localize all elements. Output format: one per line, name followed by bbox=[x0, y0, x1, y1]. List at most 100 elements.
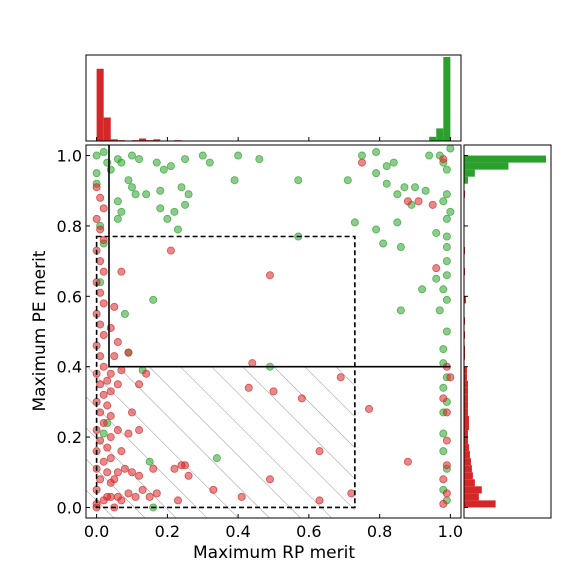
red-point bbox=[99, 362, 108, 371]
green-point bbox=[442, 190, 451, 199]
y-tick-label: 0.8 bbox=[57, 217, 82, 236]
green-point bbox=[439, 429, 448, 438]
y-tick-label: 0.6 bbox=[57, 287, 82, 306]
top-hist-bar-green bbox=[429, 136, 437, 141]
red-point bbox=[120, 464, 129, 473]
y-tick-label: 0.4 bbox=[57, 358, 82, 377]
green-point bbox=[113, 214, 122, 223]
green-point bbox=[135, 155, 144, 164]
red-point bbox=[106, 369, 115, 378]
x-tick-label: 1.0 bbox=[438, 522, 463, 541]
right-hist-bar-red bbox=[464, 408, 468, 416]
green-point bbox=[439, 345, 448, 354]
points-layer bbox=[92, 145, 455, 512]
green-point bbox=[435, 306, 444, 315]
red-point bbox=[117, 267, 126, 276]
right-hist-bar-red bbox=[464, 422, 469, 431]
red-point bbox=[110, 352, 119, 361]
y-tick-label: 0.0 bbox=[57, 498, 82, 517]
right-hist-bar-red bbox=[464, 500, 496, 508]
green-point bbox=[117, 158, 126, 167]
red-point bbox=[357, 158, 366, 167]
green-point bbox=[205, 158, 214, 167]
top-hist-bar-green bbox=[443, 57, 451, 141]
solid-threshold-box bbox=[108, 145, 451, 368]
right-hist-bar-red bbox=[464, 387, 468, 395]
green-point bbox=[170, 207, 179, 216]
right-hist-bar-green bbox=[464, 162, 509, 170]
green-point bbox=[163, 214, 172, 223]
red-point bbox=[96, 225, 105, 234]
green-point bbox=[393, 218, 402, 227]
red-point bbox=[127, 468, 136, 477]
right-hist-bar-red bbox=[464, 430, 468, 438]
red-point bbox=[347, 489, 356, 498]
green-point bbox=[181, 200, 190, 209]
red-point bbox=[96, 380, 105, 389]
red-point bbox=[96, 193, 105, 202]
x-tick-label: 0.4 bbox=[225, 522, 250, 541]
red-point bbox=[237, 492, 246, 501]
red-point bbox=[103, 443, 112, 452]
green-point bbox=[177, 183, 186, 192]
green-point bbox=[198, 151, 207, 160]
green-point bbox=[442, 165, 451, 174]
y-tick-label: 1.0 bbox=[57, 147, 82, 166]
right-hist-bar-green bbox=[464, 155, 546, 163]
top-hist-bar-red bbox=[96, 68, 104, 141]
right-hist-bar-red bbox=[464, 380, 468, 388]
red-point bbox=[145, 492, 154, 501]
green-point bbox=[442, 214, 451, 223]
green-point bbox=[382, 179, 391, 188]
green-point bbox=[439, 447, 448, 456]
top-hist-bar-green bbox=[436, 128, 444, 141]
red-point bbox=[442, 408, 451, 417]
red-point bbox=[244, 383, 253, 392]
right-hist-bar-red bbox=[464, 366, 467, 374]
green-point bbox=[372, 225, 381, 234]
red-point bbox=[184, 471, 193, 480]
green-point bbox=[396, 243, 405, 252]
red-point bbox=[117, 496, 126, 505]
green-point bbox=[418, 285, 427, 294]
red-point bbox=[152, 489, 161, 498]
green-point bbox=[294, 176, 303, 185]
right-hist-bar-red bbox=[464, 465, 472, 473]
green-point bbox=[425, 151, 434, 160]
red-point bbox=[439, 499, 448, 508]
green-point bbox=[421, 186, 430, 195]
green-point bbox=[230, 176, 239, 185]
red-point bbox=[113, 426, 122, 435]
x-tick-label: 0.2 bbox=[155, 522, 180, 541]
right-hist-bar-red bbox=[464, 394, 468, 402]
red-point bbox=[96, 320, 105, 329]
green-point bbox=[131, 190, 140, 199]
box-layer bbox=[95, 145, 451, 509]
red-point bbox=[99, 418, 108, 427]
red-point bbox=[127, 408, 136, 417]
red-point bbox=[106, 433, 115, 442]
red-point bbox=[173, 496, 182, 505]
right-hist-bar-green bbox=[464, 176, 468, 184]
red-point bbox=[124, 489, 133, 498]
red-point bbox=[297, 394, 306, 403]
green-point bbox=[184, 190, 193, 199]
red-point bbox=[269, 387, 278, 396]
green-point bbox=[372, 148, 381, 157]
green-point bbox=[159, 165, 168, 174]
red-point bbox=[442, 436, 451, 445]
red-point bbox=[181, 461, 190, 470]
red-point bbox=[315, 447, 324, 456]
top-hist-bar-red bbox=[139, 138, 147, 141]
red-point bbox=[149, 464, 158, 473]
red-point bbox=[439, 475, 448, 484]
red-point bbox=[403, 197, 412, 206]
red-point bbox=[106, 411, 115, 420]
green-point bbox=[389, 158, 398, 167]
dashed-threshold-box bbox=[95, 235, 356, 509]
green-point bbox=[92, 151, 101, 160]
red-point bbox=[99, 331, 108, 340]
green-point bbox=[357, 151, 366, 160]
red-point bbox=[96, 475, 105, 484]
main-plot-frame bbox=[85, 144, 462, 519]
